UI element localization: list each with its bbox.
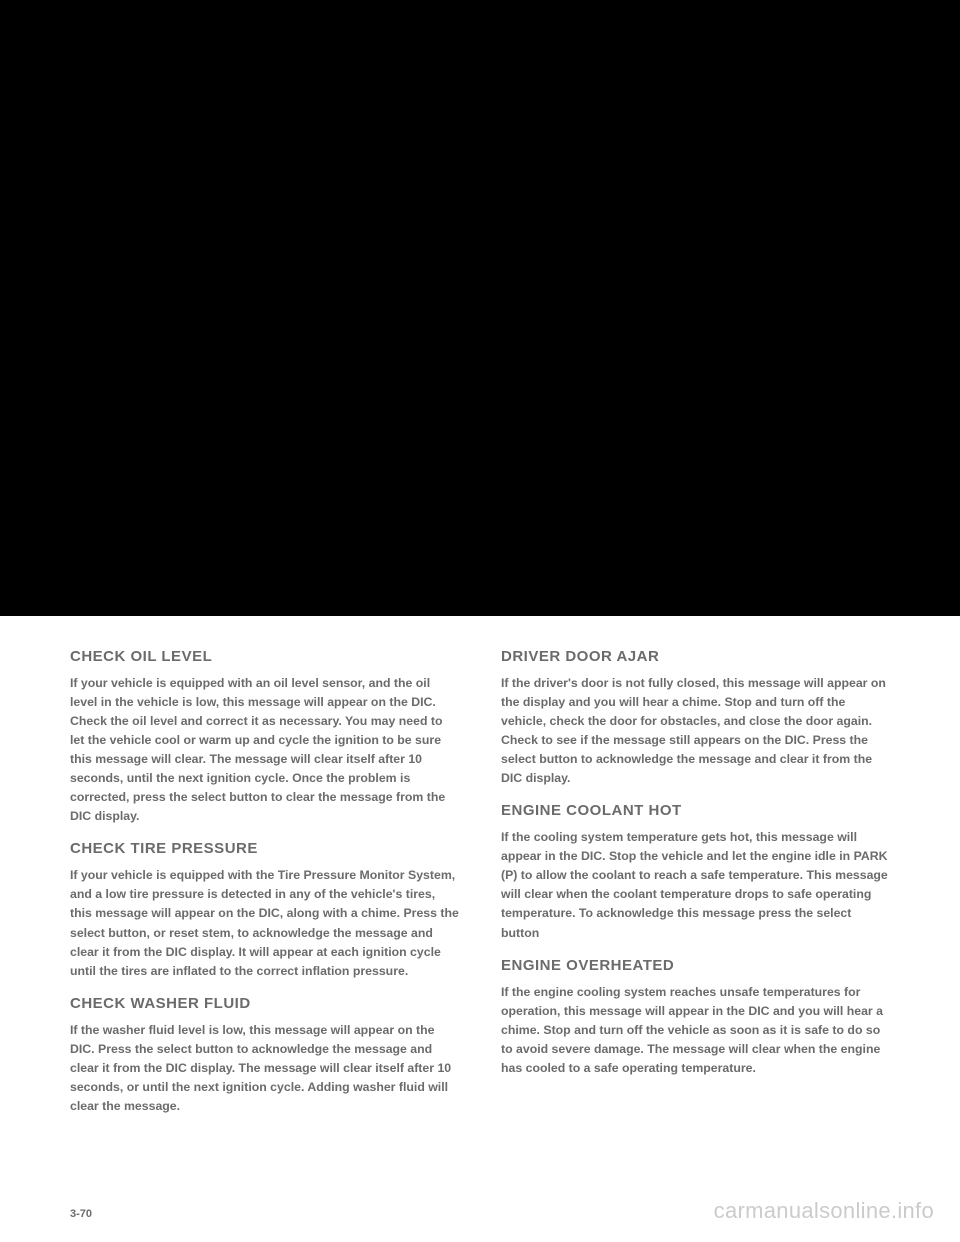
section-heading: ENGINE OVERHEATED <box>501 957 890 974</box>
section-body: If the engine cooling system reaches uns… <box>501 983 890 1078</box>
section-body: If your vehicle is equipped with an oil … <box>70 674 459 826</box>
section-heading: CHECK TIRE PRESSURE <box>70 840 459 857</box>
section-body: If the driver's door is not fully closed… <box>501 674 890 788</box>
right-column: DRIVER DOOR AJAR If the driver's door is… <box>501 648 890 1116</box>
section-heading: CHECK OIL LEVEL <box>70 648 459 665</box>
left-column: CHECK OIL LEVEL If your vehicle is equip… <box>70 648 459 1116</box>
section-heading: CHECK WASHER FLUID <box>70 995 459 1012</box>
section-body: If the cooling system temperature gets h… <box>501 828 890 942</box>
section-body: If your vehicle is equipped with the Tir… <box>70 866 459 980</box>
manual-page: CHECK OIL LEVEL If your vehicle is equip… <box>0 616 960 1242</box>
page-number: 3-70 <box>70 1208 92 1220</box>
section-heading: ENGINE COOLANT HOT <box>501 802 890 819</box>
content-columns: CHECK OIL LEVEL If your vehicle is equip… <box>70 648 890 1116</box>
section-body: If the washer fluid level is low, this m… <box>70 1021 459 1116</box>
section-heading: DRIVER DOOR AJAR <box>501 648 890 665</box>
watermark: carmanualsonline.info <box>714 1198 934 1224</box>
